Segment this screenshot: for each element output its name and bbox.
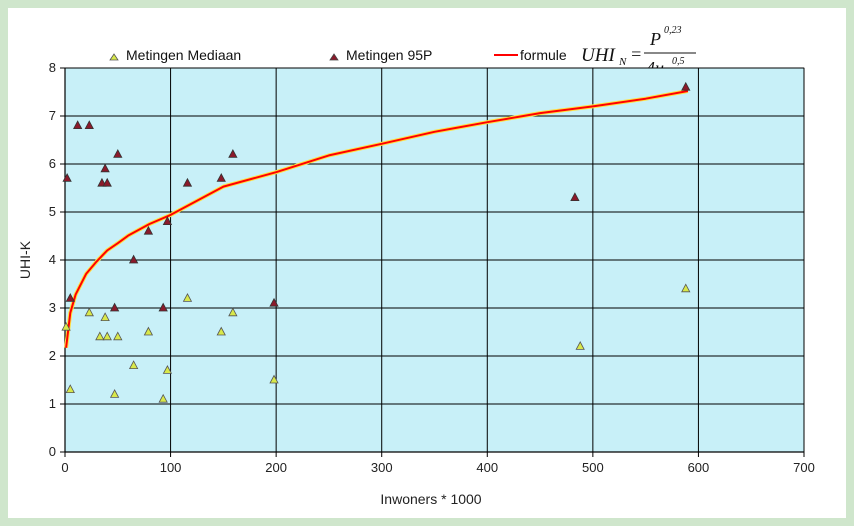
tick-label-y: 3 bbox=[49, 300, 56, 315]
formula-equals: = bbox=[630, 44, 642, 64]
point-95p bbox=[84, 120, 94, 129]
point-95p bbox=[228, 149, 238, 158]
point-mediaan bbox=[65, 384, 75, 394]
tick-label-y: 2 bbox=[49, 348, 56, 363]
y-axis-label: UHI-K bbox=[17, 240, 33, 279]
point-95p bbox=[681, 81, 691, 91]
point-mediaan bbox=[269, 374, 279, 384]
formula-numerator-exp: 0,23 bbox=[664, 25, 682, 36]
formula-curve-layer bbox=[64, 89, 689, 349]
point-mediaan bbox=[143, 326, 154, 336]
point-95p bbox=[182, 177, 193, 187]
point-mediaan bbox=[228, 307, 238, 317]
tick-label-y: 8 bbox=[49, 60, 56, 75]
point-95p bbox=[65, 293, 75, 302]
point-95p bbox=[100, 163, 110, 173]
point-mediaan bbox=[102, 331, 112, 341]
tick-label-y: 0 bbox=[49, 444, 56, 459]
x-axis-ticks: 0 100 200 300 400 500 600 700 bbox=[61, 451, 815, 475]
point-95p bbox=[102, 177, 112, 187]
tick-label-x: 500 bbox=[582, 460, 604, 475]
formula-numerator: P bbox=[649, 29, 661, 49]
point-95p bbox=[162, 216, 173, 226]
formula-lhs-sub: N bbox=[618, 56, 627, 68]
tick-label-y: 7 bbox=[49, 108, 56, 123]
point-95p bbox=[143, 225, 154, 235]
point-95p bbox=[158, 302, 168, 312]
point-mediaan bbox=[575, 341, 585, 350]
legend-label-mediaan: Metingen Mediaan bbox=[126, 47, 241, 63]
legend: Metingen Mediaan Metingen 95P formule UH… bbox=[109, 25, 696, 78]
tick-label-y: 6 bbox=[49, 156, 56, 171]
formula-curve bbox=[65, 90, 689, 348]
point-mediaan bbox=[158, 393, 168, 403]
formula-lhs: UHI bbox=[581, 45, 616, 66]
point-mediaan bbox=[109, 389, 120, 398]
legend-marker-mediaan bbox=[109, 53, 119, 61]
point-95p bbox=[73, 120, 83, 129]
tick-label-y: 1 bbox=[49, 396, 56, 411]
point-mediaan bbox=[61, 321, 71, 331]
legend-marker-95p bbox=[329, 53, 339, 61]
tick-label-y: 4 bbox=[49, 252, 56, 267]
tick-label-x: 400 bbox=[476, 460, 498, 475]
point-95p bbox=[570, 192, 580, 202]
point-mediaan bbox=[182, 293, 193, 302]
tick-label-x: 300 bbox=[371, 460, 393, 475]
point-95p bbox=[216, 173, 226, 182]
tick-label-x: 600 bbox=[688, 460, 710, 475]
point-mediaan bbox=[681, 283, 691, 293]
point-mediaan bbox=[113, 331, 123, 341]
point-95p bbox=[113, 149, 123, 158]
point-mediaan bbox=[100, 312, 110, 322]
tick-label-x: 200 bbox=[265, 460, 287, 475]
point-95p bbox=[269, 297, 279, 307]
tick-label-x: 100 bbox=[160, 460, 182, 475]
point-mediaan bbox=[84, 307, 94, 317]
tick-label-x: 0 bbox=[61, 460, 68, 475]
point-mediaan bbox=[95, 331, 105, 341]
point-mediaan bbox=[162, 365, 173, 374]
point-mediaan bbox=[128, 360, 139, 370]
legend-label-95p: Metingen 95P bbox=[346, 47, 432, 63]
scatter-chart: Metingen Mediaan Metingen 95P formule UH… bbox=[17, 25, 815, 507]
point-95p bbox=[62, 173, 72, 182]
point-mediaan bbox=[216, 326, 226, 336]
legend-label-formula: formule bbox=[520, 47, 567, 63]
formula-denominator-exp: 0,5 bbox=[672, 56, 685, 67]
chart-frame: Metingen Mediaan Metingen 95P formule UH… bbox=[8, 8, 846, 518]
point-95p bbox=[128, 254, 139, 264]
tick-label-x: 700 bbox=[793, 460, 815, 475]
point-95p bbox=[109, 302, 120, 312]
y-axis-ticks: 0 1 2 3 4 5 6 7 8 bbox=[49, 60, 66, 459]
tick-label-y: 5 bbox=[49, 204, 56, 219]
x-axis-label: Inwoners * 1000 bbox=[380, 491, 481, 507]
data-points-layer bbox=[61, 81, 691, 403]
